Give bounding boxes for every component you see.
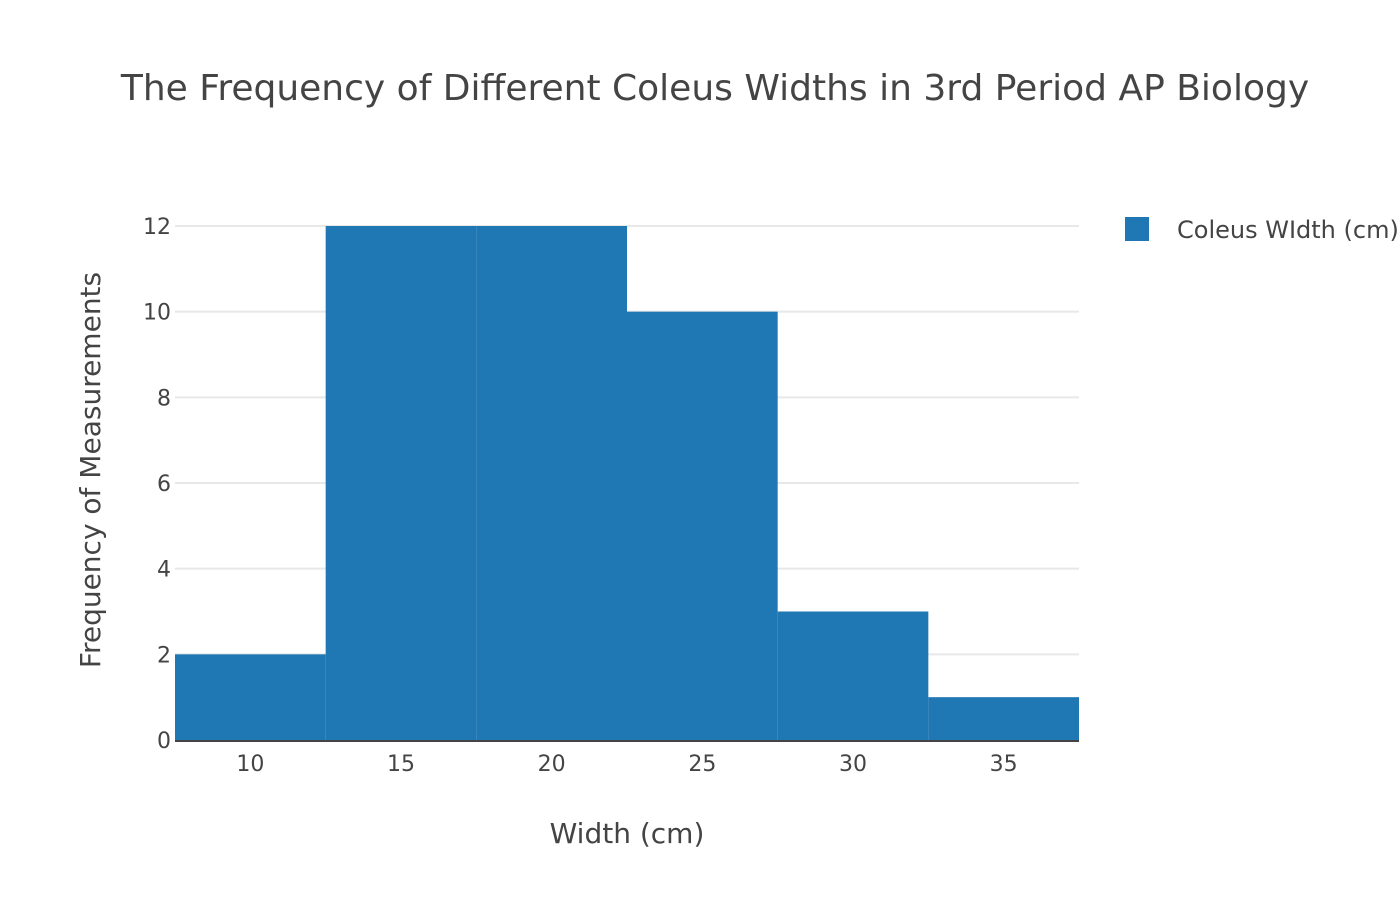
x-tick-label: 15 <box>387 752 415 777</box>
y-tick-label: 4 <box>157 558 171 583</box>
histogram-bar[interactable] <box>627 311 778 740</box>
histogram-bar[interactable] <box>928 697 1079 740</box>
y-tick-label: 2 <box>157 643 171 668</box>
x-tick-label: 10 <box>236 752 264 777</box>
x-axis-ticks: 10 15 20 25 30 35 <box>236 752 1017 777</box>
y-axis-ticks: 0 2 4 6 8 10 12 <box>143 215 171 754</box>
x-axis-title: Width (cm) <box>550 817 705 850</box>
legend[interactable]: Coleus WIdth (cm) <box>1125 216 1399 244</box>
y-tick-label: 10 <box>143 301 171 326</box>
histogram-bar[interactable] <box>777 611 929 741</box>
chart-title: The Frequency of Different Coleus Widths… <box>120 68 1309 109</box>
x-tick-label: 35 <box>990 752 1018 777</box>
x-tick-label: 20 <box>538 752 566 777</box>
histogram-bar[interactable] <box>325 226 477 740</box>
bars <box>175 226 1079 740</box>
legend-label[interactable]: Coleus WIdth (cm) <box>1177 216 1399 244</box>
x-tick-label: 25 <box>688 752 716 777</box>
y-tick-label: 0 <box>157 729 171 754</box>
x-tick-label: 30 <box>839 752 867 777</box>
y-tick-label: 12 <box>143 215 171 240</box>
histogram-bar[interactable] <box>476 226 627 740</box>
legend-swatch[interactable] <box>1125 217 1149 241</box>
y-axis-title: Frequency of Measurements <box>74 272 107 668</box>
y-tick-label: 6 <box>157 472 171 497</box>
histogram-bar[interactable] <box>175 654 326 740</box>
y-tick-label: 8 <box>157 386 171 411</box>
